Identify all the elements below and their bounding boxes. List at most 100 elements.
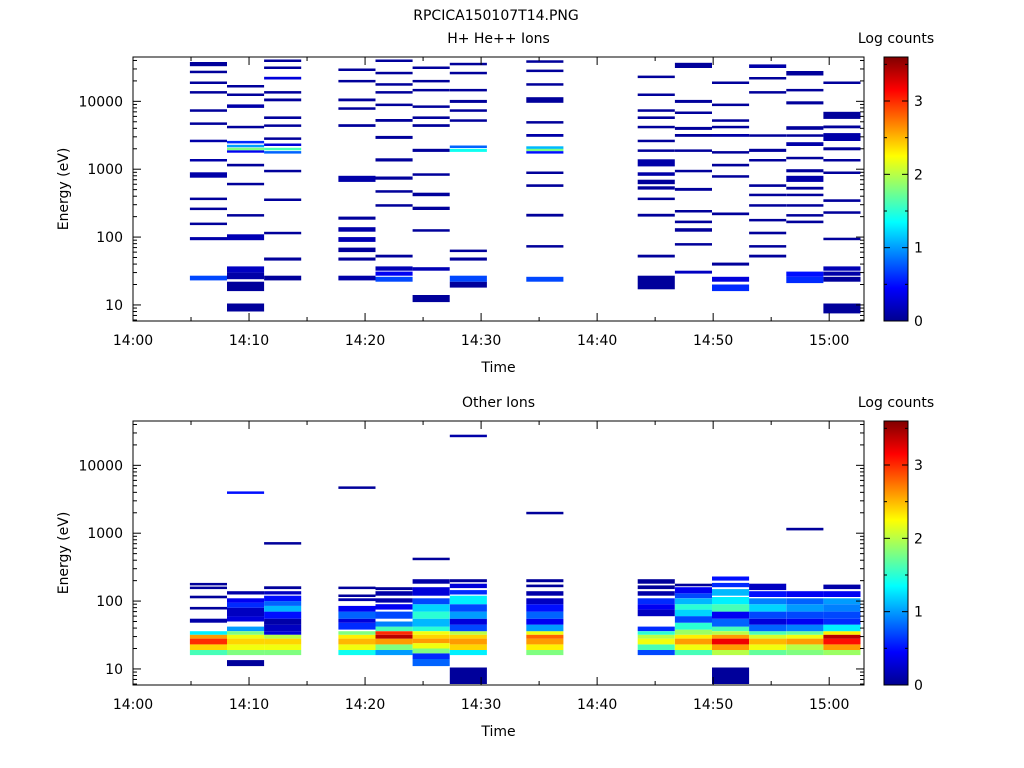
heatmap-cell xyxy=(375,276,413,282)
heatmap-cell xyxy=(637,650,675,656)
heatmap-cell xyxy=(449,634,487,639)
heatmap-cell xyxy=(189,62,227,67)
heatmap-cell xyxy=(375,103,413,107)
heatmap-cell xyxy=(412,618,450,627)
heatmap-cell xyxy=(264,595,302,602)
x-tick-label: 14:00 xyxy=(113,697,153,713)
heatmap-cell xyxy=(674,228,712,232)
heatmap-cell xyxy=(712,589,750,596)
x-tick-label: 14:30 xyxy=(461,333,501,349)
heatmap-cell xyxy=(338,257,376,261)
heatmap-cell xyxy=(526,151,564,154)
heatmap-cell xyxy=(749,254,787,258)
heatmap-cell xyxy=(189,159,227,162)
heatmap-cell xyxy=(264,542,302,545)
heatmap-cell xyxy=(449,583,487,589)
heatmap-cell xyxy=(412,604,450,612)
heatmap-cell xyxy=(526,624,564,632)
heatmap-cell xyxy=(823,171,861,174)
x-tick-label: 14:40 xyxy=(577,697,617,713)
heatmap-cell xyxy=(227,638,265,645)
heatmap-cell xyxy=(637,172,675,176)
panel-title: Other Ions xyxy=(462,395,535,411)
heatmap-cell xyxy=(449,145,487,148)
heatmap-cell xyxy=(412,648,450,654)
heatmap-cell xyxy=(338,124,376,127)
heatmap-cell xyxy=(338,631,376,635)
heatmap-cell xyxy=(637,644,675,650)
heatmap-cell xyxy=(712,611,750,619)
heatmap-cell xyxy=(786,220,824,224)
heatmap-cell xyxy=(526,618,564,625)
heatmap-cell xyxy=(674,622,712,630)
heatmap-cell xyxy=(189,70,227,74)
heatmap-cell xyxy=(637,125,675,129)
heatmap-cell xyxy=(264,98,302,102)
heatmap-cell xyxy=(189,586,227,590)
heatmap-cell xyxy=(637,186,675,190)
heatmap-cell xyxy=(412,611,450,619)
heatmap-cell xyxy=(749,148,787,152)
heatmap-cell xyxy=(449,281,487,288)
heatmap-cell xyxy=(412,206,450,210)
heatmap-cell xyxy=(674,634,712,639)
y-tick-label: 10000 xyxy=(78,94,123,110)
heatmap-cell xyxy=(823,147,861,151)
heatmap-cell xyxy=(189,172,227,178)
heatmap-cell xyxy=(227,616,265,622)
heatmap-cell xyxy=(749,634,787,639)
heatmap-cell xyxy=(227,631,265,635)
heatmap-cell xyxy=(338,216,376,220)
heatmap-cell xyxy=(227,644,265,650)
heatmap-cell xyxy=(712,276,750,282)
heatmap-cell xyxy=(449,579,487,583)
heatmap-cell xyxy=(264,275,302,281)
heatmap-cell xyxy=(786,611,824,619)
heatmap-cell xyxy=(526,611,564,619)
heatmap-cell xyxy=(412,631,450,635)
colorbar-tick-label: 0 xyxy=(914,314,923,330)
heatmap-cell xyxy=(712,650,750,656)
heatmap-cell xyxy=(412,66,450,69)
heatmap-cell xyxy=(264,638,302,645)
heatmap-cell xyxy=(786,204,824,207)
heatmap-cell xyxy=(786,618,824,625)
heatmap-cell xyxy=(786,101,824,105)
x-tick-label: 14:50 xyxy=(693,697,733,713)
heatmap-cell xyxy=(674,210,712,213)
heatmap-cell xyxy=(712,576,750,581)
heatmap-cell xyxy=(189,618,227,623)
heatmap-cell xyxy=(227,150,265,153)
heatmap-cell xyxy=(823,199,861,202)
heatmap-cell xyxy=(264,634,302,639)
heatmap-cell xyxy=(526,650,564,656)
heatmap-cell xyxy=(264,169,302,173)
heatmap-cell xyxy=(712,667,750,684)
heatmap-cell xyxy=(338,605,376,612)
colorbar-tick-label: 2 xyxy=(914,167,923,183)
colorbar-tick-label: 1 xyxy=(914,605,923,621)
heatmap-cell xyxy=(637,598,675,605)
heatmap-cell xyxy=(264,591,302,595)
heatmap-cell xyxy=(749,159,787,162)
heatmap-cell xyxy=(338,638,376,645)
heatmap-cell xyxy=(189,631,227,635)
heatmap-cell xyxy=(823,604,861,612)
heatmap-cell xyxy=(786,271,824,277)
heatmap-cell xyxy=(412,229,450,232)
heatmap-cell xyxy=(375,204,413,207)
heatmap-cell xyxy=(526,148,564,152)
heatmap-cell xyxy=(712,119,750,122)
heatmap-cell xyxy=(674,62,712,68)
heatmap-cell xyxy=(189,122,227,125)
heatmap-cell xyxy=(412,116,450,119)
heatmap-cell xyxy=(375,158,413,162)
heatmap-cell xyxy=(712,618,750,627)
heatmap-cell xyxy=(637,139,675,143)
heatmap-cell xyxy=(786,604,824,612)
heatmap-cell xyxy=(189,207,227,211)
heatmap-cell xyxy=(712,175,750,178)
heatmap-cell xyxy=(786,142,824,146)
heatmap-cell xyxy=(338,644,376,650)
heatmap-cell xyxy=(526,511,564,515)
